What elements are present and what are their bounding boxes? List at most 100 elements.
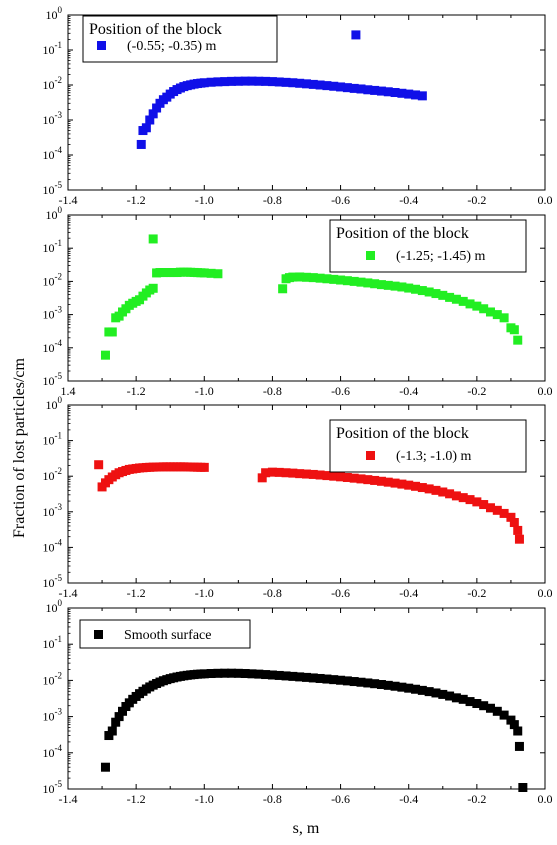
panel-2: 1.4 -1.2 -1.0 -0.8 -0.6 -0.4 -0.2 0.0 100 10-1 10-… [43,205,553,398]
x-tick-label: -0.6 [331,586,350,600]
x-tick-label: -1.2 [127,586,146,600]
data-point [213,269,223,279]
data-point [233,76,243,86]
data-point [329,274,339,284]
data-point [513,335,523,345]
data-point [308,273,318,283]
data-point [356,677,366,687]
x-axis-title: s, m [293,820,320,837]
data-point [267,670,277,680]
data-point [509,325,519,335]
data-point [404,683,414,693]
data-point [240,669,250,679]
data-point [383,87,393,97]
data-point [152,103,162,113]
data-point [315,673,325,683]
data-point [281,77,291,87]
data-point [363,678,373,688]
legend-entry-label: Smooth surface [124,628,211,643]
x-tick-label: -0.8 [263,586,282,600]
legend-marker [94,630,103,639]
data-point [390,281,400,291]
data-point [472,497,482,507]
data-point [509,518,519,528]
data-point [390,478,400,488]
data-point [451,294,461,304]
data-point [247,669,257,679]
x-tick-label: -1.4 [59,586,78,600]
y-tick-label: 10-5 [43,180,63,197]
data-point [458,694,468,704]
data-point [206,268,216,278]
data-point [472,699,482,709]
x-tick-label: -0.6 [331,792,350,806]
data-point [288,272,298,282]
data-point [295,469,305,479]
data-point [315,273,325,283]
data-point [342,83,352,93]
data-point [492,505,502,515]
data-point [351,30,361,40]
data-point [220,668,230,678]
x-tick-label: -0.2 [467,384,486,398]
data-point [261,670,271,680]
data-point [107,327,117,337]
data-point [356,474,366,484]
y-tick-label: 10-4 [43,145,63,162]
data-point [145,115,155,125]
data-point [472,301,482,311]
x-tick-label: -0.6 [331,384,350,398]
legend-box [79,619,251,649]
y-tick-label: 10-5 [43,779,63,796]
data-point [499,313,509,323]
data-point [302,79,311,89]
data-point [424,484,434,494]
data-point [267,77,277,87]
y-tick-label: 10-2 [43,75,63,92]
data-point [302,469,311,479]
data-point [100,350,110,360]
data-point [342,472,352,482]
data-point [342,676,352,686]
y-tick-label: 10-1 [43,40,63,57]
data-point [322,471,332,481]
data-point [417,91,427,101]
data-point [479,701,489,711]
data-point [383,680,393,690]
data-point [336,275,346,285]
data-point [431,688,441,698]
data-point [356,84,366,94]
x-tick-label: -0.4 [399,193,418,207]
data-point [336,82,346,92]
data-point [390,681,400,691]
data-point [445,292,455,302]
data-point [240,76,250,86]
y-tick-label: 10-2 [43,670,63,687]
legend-box [329,419,527,473]
data-point [445,489,455,499]
data-point [308,673,318,683]
data-point [363,278,373,288]
data-point [514,741,524,751]
data-point [114,712,124,722]
data-point [485,503,495,513]
data-point [417,286,427,296]
y-tick-label: 10-3 [43,502,63,519]
data-point [274,670,284,680]
data-point [404,283,414,293]
data-point [479,500,489,510]
y-axis-title: Fraction of lost particles/cm [11,357,28,538]
data-point [329,675,339,685]
panel-1: -1.4 -1.2 -1.0 -0.8 -0.6 -0.4 -0.2 0.0 100 10-1 10… [43,5,553,207]
data-point [383,477,393,487]
x-tick-label: -0.8 [263,792,282,806]
legend-marker [366,451,375,460]
data-point [336,472,346,482]
y-tick-label: 100 [46,5,63,22]
data-point [506,512,516,522]
data-point [267,467,277,477]
data-point [349,83,359,93]
data-point [141,123,151,133]
legend-title: Position of the block [89,21,222,38]
data-point [295,272,305,282]
